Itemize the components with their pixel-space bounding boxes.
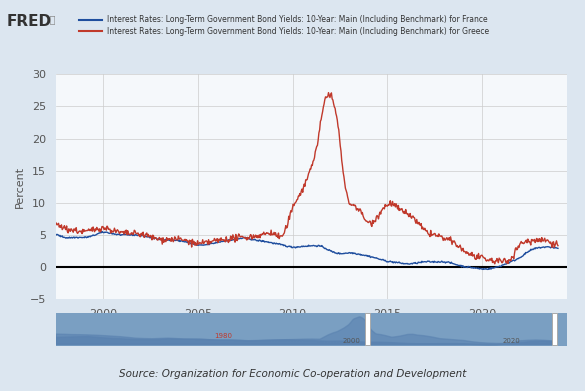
Text: 2020: 2020 xyxy=(503,338,520,344)
Text: 1980: 1980 xyxy=(215,333,232,339)
Text: Interest Rates: Long-Term Government Bond Yields: 10-Year: Main (Including Bench: Interest Rates: Long-Term Government Bon… xyxy=(107,15,488,24)
Text: FRED: FRED xyxy=(7,14,52,29)
Bar xyxy=(365,313,370,345)
Bar xyxy=(552,313,557,345)
Text: 2000: 2000 xyxy=(343,338,360,344)
Text: Source: Organization for Economic Co-operation and Development: Source: Organization for Economic Co-ope… xyxy=(119,369,466,379)
Text: Interest Rates: Long-Term Government Bond Yields: 10-Year: Main (Including Bench: Interest Rates: Long-Term Government Bon… xyxy=(107,27,489,36)
Text: 📈: 📈 xyxy=(48,14,56,24)
Y-axis label: Percent: Percent xyxy=(15,166,25,208)
